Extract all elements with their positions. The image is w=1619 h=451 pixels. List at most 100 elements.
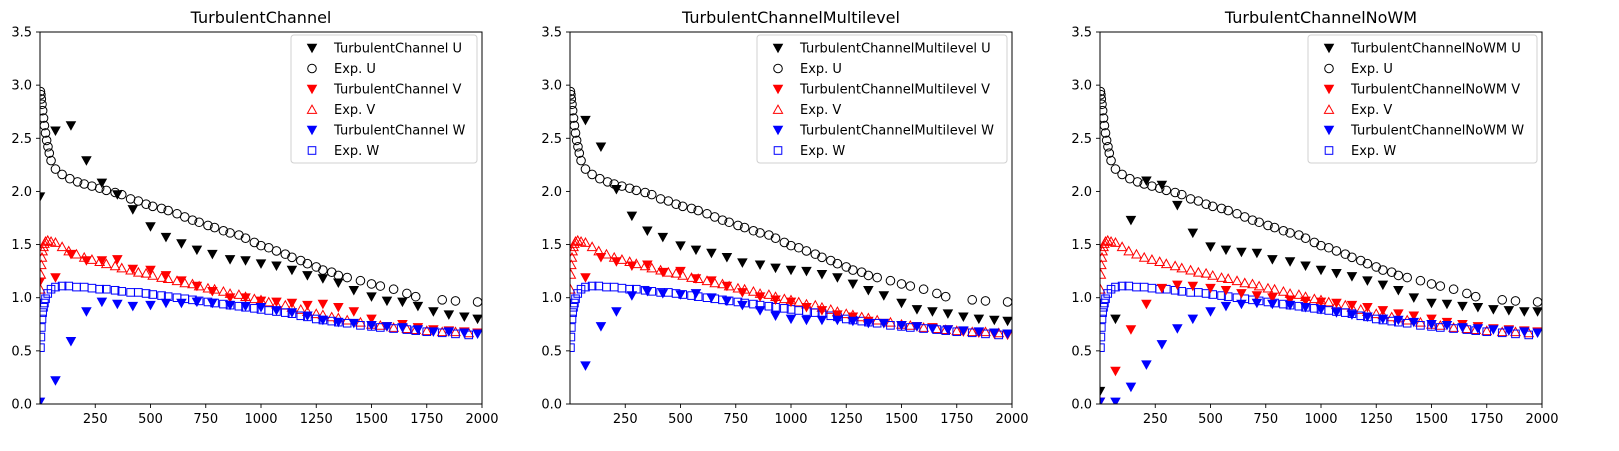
- data-point: [203, 220, 213, 231]
- data-point: [1254, 217, 1264, 228]
- data-point: [611, 184, 622, 195]
- data-point: [374, 319, 386, 330]
- data-point: [1160, 258, 1172, 269]
- data-point: [747, 285, 759, 296]
- x-tick-label: 250: [83, 412, 108, 427]
- data-point: [40, 235, 51, 246]
- legend-label: TurbulentChannelMultilevel W: [799, 124, 994, 139]
- y-tick-label: 3.5: [1071, 26, 1092, 41]
- data-point: [576, 284, 586, 294]
- axes-frame: [39, 31, 483, 405]
- data-point: [1251, 298, 1263, 309]
- data-point: [770, 233, 781, 243]
- data-point: [1138, 251, 1150, 262]
- data-point: [207, 249, 218, 260]
- series-4: [40, 234, 475, 338]
- data-point: [366, 314, 377, 325]
- data-point: [602, 177, 613, 187]
- data-point: [147, 269, 159, 280]
- data-point: [1123, 245, 1135, 256]
- data-point: [176, 298, 187, 309]
- data-point: [1488, 325, 1499, 335]
- data-point: [642, 226, 653, 236]
- x-tick-label: 750: [193, 412, 218, 427]
- data-point: [1236, 289, 1247, 299]
- data-point: [617, 283, 627, 293]
- data-point: [1269, 222, 1280, 233]
- data-point: [1104, 148, 1115, 158]
- legend-label: Exp. U: [334, 62, 376, 77]
- data-point: [1205, 283, 1216, 294]
- data-point: [1503, 326, 1515, 336]
- data-point: [110, 285, 120, 295]
- x-tick-label: 2000: [995, 412, 1028, 427]
- data-point: [40, 89, 46, 100]
- data-point: [1207, 201, 1218, 212]
- data-point: [1346, 300, 1358, 311]
- legend-label: TurbulentChannel U: [333, 42, 462, 57]
- data-point: [1293, 289, 1305, 299]
- data-point: [50, 237, 61, 247]
- data-point: [574, 148, 585, 158]
- data-point: [1378, 265, 1388, 275]
- data-point: [754, 292, 766, 302]
- data-point: [1309, 237, 1320, 248]
- data-point: [1457, 301, 1468, 312]
- data-point: [570, 241, 579, 252]
- data-point: [1100, 89, 1106, 100]
- data-point: [1436, 323, 1445, 332]
- data-point: [1217, 291, 1226, 300]
- data-point: [811, 308, 820, 317]
- legend-marker: [306, 104, 318, 114]
- data-point: [911, 305, 923, 315]
- data-point: [878, 318, 890, 329]
- data-point: [602, 282, 611, 292]
- data-point: [1223, 292, 1233, 301]
- data-point: [1100, 99, 1107, 110]
- data-point: [65, 336, 77, 347]
- data-point: [397, 297, 408, 308]
- data-point: [248, 293, 260, 304]
- data-point: [1331, 308, 1342, 318]
- data-point: [95, 284, 104, 294]
- data-point: [44, 148, 55, 158]
- data-point: [675, 241, 686, 251]
- data-point: [1251, 291, 1263, 301]
- data-point: [141, 199, 151, 209]
- data-point: [102, 284, 111, 294]
- legend-marker: [1323, 84, 1335, 95]
- data-point: [1448, 322, 1460, 332]
- legend-label: Exp. U: [800, 62, 842, 77]
- legend-marker: [773, 63, 783, 74]
- y-tick-label: 0.0: [541, 398, 562, 413]
- data-point: [160, 271, 172, 281]
- data-point: [847, 279, 859, 290]
- data-point: [125, 194, 136, 204]
- data-point: [927, 307, 938, 317]
- data-point: [1100, 268, 1107, 279]
- x-tick-label: 250: [1143, 412, 1168, 427]
- data-point: [1472, 324, 1484, 334]
- legend-marker: [1323, 125, 1335, 136]
- data-point: [1472, 302, 1484, 313]
- data-point: [148, 290, 158, 299]
- data-point: [793, 296, 805, 307]
- data-point: [1324, 306, 1334, 315]
- data-point: [918, 284, 929, 295]
- data-point: [739, 222, 750, 233]
- data-point: [187, 215, 198, 225]
- x-tick-label: 2000: [1525, 412, 1558, 427]
- data-point: [100, 258, 112, 269]
- legend-label: TurbulentChannelNoWM V: [1350, 83, 1520, 98]
- data-point: [748, 225, 759, 236]
- data-point: [41, 135, 52, 146]
- legend-label: Exp. W: [800, 144, 845, 159]
- legend-marker: [772, 43, 784, 54]
- data-point: [872, 272, 882, 283]
- data-point: [785, 265, 797, 276]
- data-point: [240, 293, 251, 303]
- data-layer: [1100, 86, 1542, 404]
- legend-label: Exp. W: [1351, 144, 1396, 159]
- data-point: [1100, 235, 1111, 246]
